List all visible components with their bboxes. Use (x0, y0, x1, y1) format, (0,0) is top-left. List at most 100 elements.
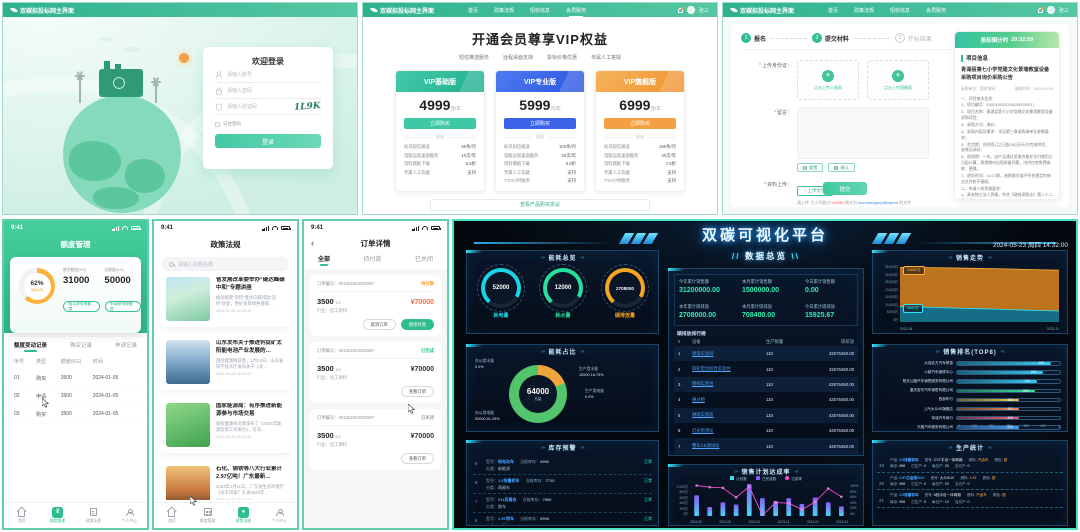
news-item[interactable]: 省发展改革委举办“碳达峰碳中和”专题讲座 推动能耗“双控”逐步向碳排放“双控”转… (160, 271, 291, 327)
id-back-upload[interactable]: + 点击上传国徽面 (867, 60, 929, 100)
data-overview-panel: 今年累计销售额 31200000.00 本月累计销售额 1500000.00 今日累… (668, 268, 864, 456)
nav-icon (275, 507, 285, 517)
plan-price: 6999元/年 (619, 97, 661, 113)
captcha-image[interactable]: 1L9K (293, 100, 322, 113)
news-title: 石化、钢铁等八大行业累计2.97亿吨！广东最新… (216, 466, 283, 480)
news-item[interactable]: 石化、钢铁等八大行业累计2.97亿吨！广东最新… 2024年1月11日，广东省生… (160, 460, 291, 500)
captcha-input[interactable]: 请输入验证码 1L9K (215, 99, 321, 115)
news-item[interactable]: 山东发布关于推进钙钛矿太阳能电池产业发展的… 国际能源网获悉，1月24日，山东省… (160, 334, 291, 390)
search-input[interactable]: 请输入标题名称 (162, 257, 289, 271)
order-button[interactable]: 查看订单 (400, 453, 434, 464)
file-upload-label: 资料上传： (741, 179, 797, 206)
purchase-agreement-link[interactable]: 查看产品购买协议 (430, 198, 650, 211)
id-front-upload[interactable]: + 点击上传人像面 (797, 60, 859, 100)
nav-item[interactable]: 招标信息 (890, 7, 911, 14)
bottom-nav: 首页 额度管理 ● 政策法规 个人中心 (154, 502, 297, 528)
order-no: 订单编号：001202304202987 (317, 348, 375, 353)
device-link[interactable]: 喷漆实验间 (692, 350, 714, 356)
nav-item[interactable]: 招标信息 (530, 7, 551, 14)
confirm-button[interactable]: 确认 (828, 163, 855, 172)
nav-政策法规[interactable]: ● 政策法规 (226, 503, 262, 528)
bell-icon[interactable] (677, 6, 684, 13)
nav-个人中心[interactable]: 个人中心 (261, 503, 297, 528)
tab-额度变动记录[interactable]: 额度变动记录 (14, 343, 48, 352)
news-item[interactable]: 国家能源局：有序推进新能源参与市场交易 国家能源局近期发布了《2024年能源监管… (160, 397, 291, 453)
remember-checkbox[interactable] (215, 121, 220, 127)
buy-quota-button[interactable]: 购买碳排放额度 (63, 301, 100, 312)
nav-首页[interactable]: 首页 (154, 503, 190, 528)
avatar[interactable] (686, 6, 695, 14)
nav-政策法规[interactable]: 政策法规 (76, 503, 112, 528)
nav-icon (168, 507, 176, 517)
tab-申请记录[interactable]: 申请记录 (114, 343, 137, 349)
bell-icon[interactable] (1037, 6, 1044, 13)
buy-now-button[interactable]: 立即购买 (604, 118, 676, 129)
news-thumbnail (166, 340, 210, 384)
news-time: 2024-01-06 22:10:19 (216, 372, 252, 377)
ratio-donut-chart (509, 365, 567, 423)
benefits-divider: 权益 (604, 134, 676, 140)
search-icon (169, 261, 174, 267)
message-textarea[interactable] (797, 107, 929, 159)
user-icon (215, 71, 223, 78)
leaf-icon (730, 6, 738, 14)
nav-item[interactable]: 首页 (828, 7, 839, 14)
sun-icon (179, 53, 189, 63)
nav-item[interactable]: 政策法规 (494, 7, 515, 14)
remember-password[interactable]: 记住密码 (215, 121, 321, 127)
rank-row: 上汽大众4S旗舰店 400 (877, 404, 1061, 413)
password-input[interactable]: 请输入密码 (215, 83, 321, 99)
rank-row: 军诚汽车商行 400 (877, 414, 1061, 423)
nav-首页[interactable]: 首页 (4, 503, 40, 528)
notice-title: 青湖县第七小学党建文化景墙教室设备采购项目询价采购公告 (961, 67, 1050, 81)
device-link[interactable]: 侧倾实验台 (692, 381, 714, 387)
tab-待付款[interactable]: 待付款 (363, 257, 382, 263)
reset-button[interactable]: 重置 (797, 163, 824, 172)
news-title: 省发展改革委举办“碳达峰碳中和”专题讲座 (216, 277, 285, 291)
nav-item[interactable]: 会员服务 (926, 7, 947, 14)
tab-全部[interactable]: 全部 (318, 254, 330, 266)
order-button[interactable]: 继续付款 (400, 319, 434, 330)
nav-个人中心[interactable]: 个人中心 (111, 503, 147, 528)
avatar[interactable] (1046, 6, 1055, 14)
earth-illustration (3, 17, 213, 214)
tab-购买记录[interactable]: 购买记录 (69, 343, 92, 349)
device-link[interactable]: 整车CB测试仪 (692, 443, 720, 449)
buy-now-button[interactable]: 立即购买 (504, 118, 576, 129)
nav-item[interactable]: 政策法规 (854, 7, 875, 14)
device-link[interactable]: 通过桥 (692, 396, 705, 402)
news-desc: 国际能源网获悉，1月24日，山东省科学技术厅发布关于《关… (216, 357, 284, 370)
quota-app: 9:41 额度管理 62% 剩余比例 剩余额度(KG) 31000 总额度(KG) 5… (2, 219, 149, 530)
order-button[interactable]: 查看订单 (400, 386, 434, 397)
production-row: 21 产品: 2.5排量轿车 型号: 6档手自一体两厢 燃料: 汽油车 颜色: 银 库… (877, 490, 1063, 509)
submit-button[interactable]: 提交 (823, 182, 867, 195)
wifi-icon (422, 226, 428, 230)
login-button[interactable]: 登录 (215, 134, 321, 148)
tab-已关闭[interactable]: 已关闭 (414, 257, 433, 263)
stock-row: 6 型号：1.6排量轿车 当前库存：7710 正常 分类：两厢车 (473, 475, 652, 494)
nav-item[interactable]: 首页 (468, 7, 479, 14)
rank-row: 大连北方汽车贸易 600 (877, 359, 1061, 368)
recycle-icon (113, 77, 125, 89)
trend-y-axis: 35,000万 30,000万 25,000万 20,000万 15,000万 10,00… (885, 265, 898, 322)
donut-callout: 办公用水量 0 0% (475, 359, 494, 369)
apply-quota-button[interactable]: 申请碳排放额度 (104, 301, 141, 312)
device-link[interactable]: 淋雨实验房 (692, 412, 714, 418)
countdown-banner: 投标倒计时 20:32:59 (955, 32, 1059, 48)
table-row: 01 购买 3500 2024-01-05 (4, 370, 147, 388)
nav-额度管理[interactable]: 额度管理 (190, 503, 226, 528)
device-link[interactable]: 灯光检测仪 (692, 427, 714, 433)
order-button[interactable]: 取消订单 (362, 319, 396, 330)
benefit-row: 标讯短信推送 50条/月 (404, 144, 476, 150)
device-link[interactable]: 四轮定位综合实验台 (692, 366, 731, 372)
benefit-row: 电脑远程桌面服务 10次/年 (404, 152, 476, 158)
buy-now-button[interactable]: 立即购买 (404, 118, 476, 129)
account-input[interactable]: 请输入账号 (215, 67, 321, 83)
table-row: 03 购买 3500 2024-01-05 (4, 406, 147, 424)
order-qty: 3500 KG (317, 297, 342, 306)
energy-gauge: 12000 耗水量 (535, 264, 591, 319)
leaf-icon (370, 6, 378, 14)
back-button[interactable]: ‹ (311, 238, 314, 248)
nav-item[interactable]: 会员服务 (566, 7, 587, 17)
nav-额度管理[interactable]: ¥ 额度管理 (40, 503, 76, 528)
